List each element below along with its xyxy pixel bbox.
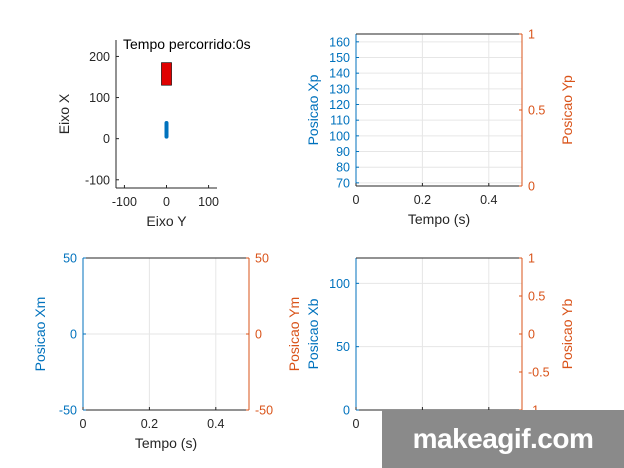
y-tick-label: -50 — [59, 404, 77, 418]
y-tick-label: 0 — [70, 328, 77, 342]
watermark: makeagif.com — [382, 410, 624, 468]
x-tick-label: 0 — [163, 195, 170, 209]
y-tick-label: -100 — [85, 173, 110, 187]
y2-tick-label: 0 — [528, 328, 535, 342]
x-axis-label: Eixo Y — [146, 213, 187, 229]
y-axis-label: Posicao Xb — [305, 298, 321, 369]
x-tick-label: 0 — [80, 417, 87, 431]
x-tick-label: 100 — [198, 195, 219, 209]
y-tick-label: 110 — [330, 114, 350, 128]
y-tick-label: 100 — [89, 91, 110, 105]
y2-axis-label: Posicao Ym — [286, 297, 302, 371]
y2-tick-label: 0.5 — [528, 290, 545, 304]
y-tick-label: 50 — [63, 252, 77, 266]
y2-axis-label: Posicao Yb — [559, 299, 575, 370]
y2-tick-label: 0 — [255, 328, 262, 342]
x-tick-label: 0.4 — [207, 417, 224, 431]
time-annotation: Tempo percorrido:0s — [123, 36, 251, 52]
y-tick-label: 70 — [336, 176, 350, 190]
y-tick-label: 150 — [329, 51, 350, 65]
x-tick-label: 0.4 — [480, 193, 497, 207]
y2-tick-label: 0.5 — [528, 104, 545, 118]
y-tick-label: 0 — [343, 404, 350, 418]
y-tick-label: 80 — [336, 161, 350, 175]
y-tick-label: 140 — [329, 67, 350, 81]
y2-axis-label: Posicao Yp — [559, 75, 575, 145]
target-rect — [161, 62, 172, 86]
y-tick-label: 100 — [329, 129, 350, 143]
x-tick-label: 0.2 — [414, 193, 431, 207]
y2-tick-label: -0.5 — [528, 366, 550, 380]
x-axis-label: Tempo (s) — [135, 435, 197, 451]
y-axis-label: Posicao Xp — [305, 74, 321, 145]
y2-tick-label: 0 — [528, 180, 535, 194]
y-axis-label: Eixo X — [56, 93, 72, 134]
x-tick-label: 0.2 — [141, 417, 158, 431]
y-tick-label: 90 — [336, 145, 350, 159]
y-tick-label: 50 — [336, 340, 350, 354]
y2-tick-label: 50 — [255, 252, 269, 266]
x-axis-label: Tempo (s) — [408, 211, 470, 227]
y-tick-label: 200 — [89, 50, 110, 64]
y-tick-label: 130 — [329, 82, 350, 96]
y-tick-label: 160 — [329, 35, 350, 49]
y2-tick-label: 1 — [528, 252, 535, 266]
x-tick-label: 0 — [353, 417, 360, 431]
y-tick-label: 100 — [329, 277, 350, 291]
x-tick-label: 0 — [353, 193, 360, 207]
y2-tick-label: 1 — [528, 28, 535, 42]
y-axis-label: Posicao Xm — [32, 297, 48, 372]
x-tick-label: -100 — [112, 195, 137, 209]
y-tick-label: 0 — [103, 132, 110, 146]
y-tick-label: 120 — [329, 98, 350, 112]
y2-tick-label: -50 — [255, 404, 273, 418]
axes-animation: -100 0 100 -100 0 100 200 Eixo Y Eixo X Tempo per… — [56, 36, 251, 229]
